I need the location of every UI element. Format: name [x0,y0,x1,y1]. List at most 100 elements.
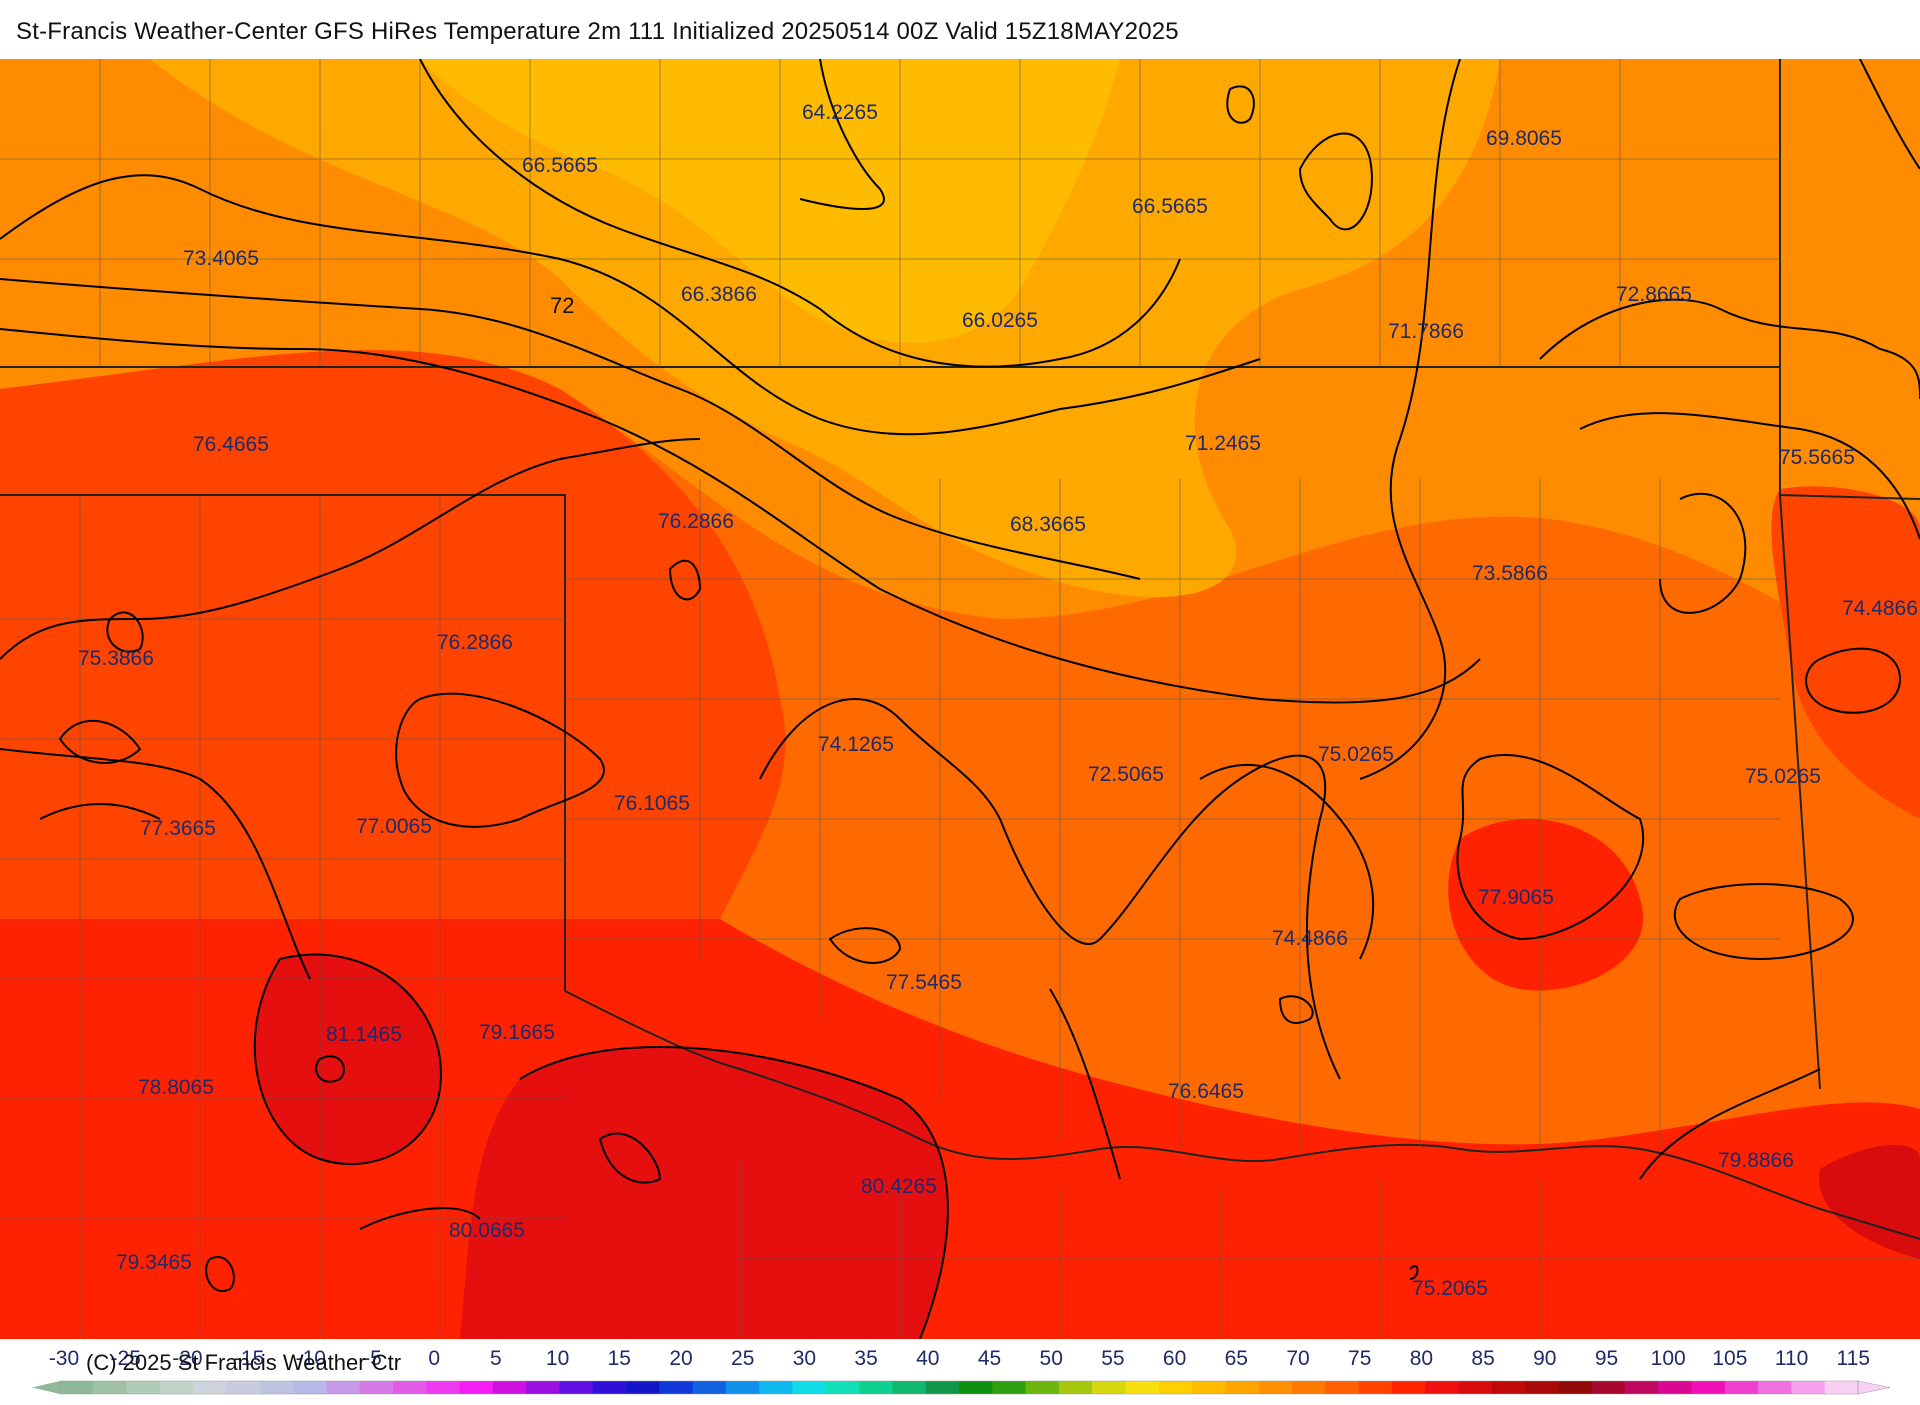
colorbar-swatch [1325,1381,1360,1394]
colorbar-swatch [1458,1381,1493,1394]
value-label: 76.2866 [658,510,734,533]
value-label: 77.5465 [886,971,962,994]
colorbar-tick-label: 85 [1471,1347,1494,1370]
colorbar-swatch [759,1381,794,1394]
colorbar-swatch [1425,1381,1460,1394]
colorbar-swatch [126,1381,161,1394]
colorbar-tick-label: 35 [854,1347,877,1370]
colorbar-swatch [559,1381,594,1394]
value-label: 74.4866 [1272,927,1348,950]
colorbar-swatch [226,1381,261,1394]
colorbar-swatch [1591,1381,1626,1394]
colorbar-swatch [692,1381,727,1394]
colorbar-tick-label: 50 [1040,1347,1063,1370]
colorbar-swatch [1025,1381,1060,1394]
value-label: 75.2065 [1412,1277,1488,1300]
value-label: 81.1465 [326,1023,402,1046]
colorbar-swatch [859,1381,894,1394]
colorbar-swatch [725,1381,760,1394]
colorbar-tick-label: 110 [1775,1347,1808,1370]
colorbar-tick-label: 100 [1651,1347,1686,1370]
colorbar-tick-label: 115 [1837,1347,1870,1370]
colorbar-swatch [1691,1381,1726,1394]
colorbar-swatch [1558,1381,1593,1394]
colorbar-swatch [792,1381,827,1394]
value-label: 79.8866 [1718,1149,1794,1172]
colorbar-swatch [925,1381,960,1394]
colorbar-swatch [492,1381,527,1394]
colorbar-swatch [526,1381,561,1394]
colorbar-tick-label: -5 [363,1347,382,1370]
colorbar-swatch [626,1381,660,1394]
colorbar-right-arrow [1857,1380,1891,1395]
colorbar-tick-label: 105 [1712,1347,1747,1370]
value-label: 77.3665 [140,817,216,840]
colorbar-swatch [1724,1381,1759,1394]
colorbar-tick-label: -30 [49,1347,79,1370]
colorbar-swatch [1358,1381,1393,1394]
copyright-text: (C) 2025 St Francis Weather Ctr [86,1350,401,1375]
value-label: 76.6465 [1168,1080,1244,1103]
value-label: 66.5665 [522,154,598,177]
value-label: 79.1665 [479,1021,555,1044]
colorbar-swatch [259,1381,294,1394]
colorbar-swatch [992,1381,1027,1394]
colorbar-tick-label: -15 [234,1347,264,1370]
colorbar-swatch [1824,1381,1859,1394]
value-label: 72.5065 [1088,763,1164,786]
colorbar-swatch [659,1381,694,1394]
colorbar-swatch [892,1381,927,1394]
colorbar-tick-label: 80 [1410,1347,1433,1370]
isotherm-contours [0,59,1920,1339]
value-label: 80.0665 [449,1219,525,1242]
colorbar-swatches [32,1380,1891,1395]
value-label: 75.3866 [78,647,154,670]
colorbar-swatch [159,1381,194,1394]
fill-east-red [1448,819,1644,991]
colorbar-tick-label: 40 [916,1347,939,1370]
colorbar-tick-label: -20 [172,1347,202,1370]
fill-east-edge [1771,486,1920,819]
colorbar-tick-label: 5 [490,1347,502,1370]
colorbar-left-arrow [32,1381,60,1394]
value-label: 76.4665 [193,433,269,456]
colorbar-swatch [426,1381,461,1394]
colorbar-swatch [359,1381,394,1394]
colorbar-tick-label: 65 [1225,1347,1248,1370]
colorbar-swatch [326,1381,361,1394]
fill-south-hot-2 [460,1046,948,1339]
value-label: 75.0265 [1745,765,1821,788]
value-label: 74.1265 [818,733,894,756]
value-label: 73.4065 [183,247,259,270]
colorbar-swatch [293,1381,327,1394]
colorbar-swatch [1291,1381,1326,1394]
temperature-map: 72 64.2265 66.5665 66.5665 69.8065 73.40… [0,59,1920,1339]
value-label: 76.2866 [437,631,513,654]
colorbar-swatch [1092,1381,1127,1394]
value-label: 71.2465 [1185,432,1261,455]
value-label: 66.0265 [962,309,1038,332]
colorbar-tick-label: 45 [978,1347,1001,1370]
colorbar-tick-label: -25 [111,1347,141,1370]
map-title: St-Francis Weather-Center GFS HiRes Temp… [16,18,1179,45]
colorbar-swatch [60,1381,94,1394]
colorbar-tick-label: 10 [546,1347,569,1370]
colorbar-ticks: -30 -25 -20 -15 -10 -5 0 5 10 15 20 25 30 35 40 45 50 55 6… [49,1347,1870,1370]
colorbar-tick-label: 70 [1286,1347,1309,1370]
value-label: 74.4866 [1842,597,1918,620]
colorbar-swatch [1658,1381,1693,1394]
colorbar-tick-label: 60 [1163,1347,1186,1370]
colorbar-svg: -30 -25 -20 -15 -10 -5 0 5 10 15 20 25 30 35 40 45 50 55 6… [32,1347,1891,1395]
value-label: 66.3866 [681,283,757,306]
colorbar-swatch [1192,1381,1226,1394]
value-label: 68.3665 [1010,513,1086,536]
value-label: 79.3465 [116,1251,192,1274]
value-label: 69.8065 [1486,127,1562,150]
temperature-map-svg: 72 64.2265 66.5665 66.5665 69.8065 73.40… [0,59,1920,1339]
colorbar-swatch [459,1381,494,1394]
colorbar-swatch [592,1381,627,1394]
fill-yellow-inner [420,59,1120,343]
value-label: 78.8065 [138,1076,214,1099]
colorbar-swatch [1624,1381,1659,1394]
value-label: 75.0265 [1318,743,1394,766]
